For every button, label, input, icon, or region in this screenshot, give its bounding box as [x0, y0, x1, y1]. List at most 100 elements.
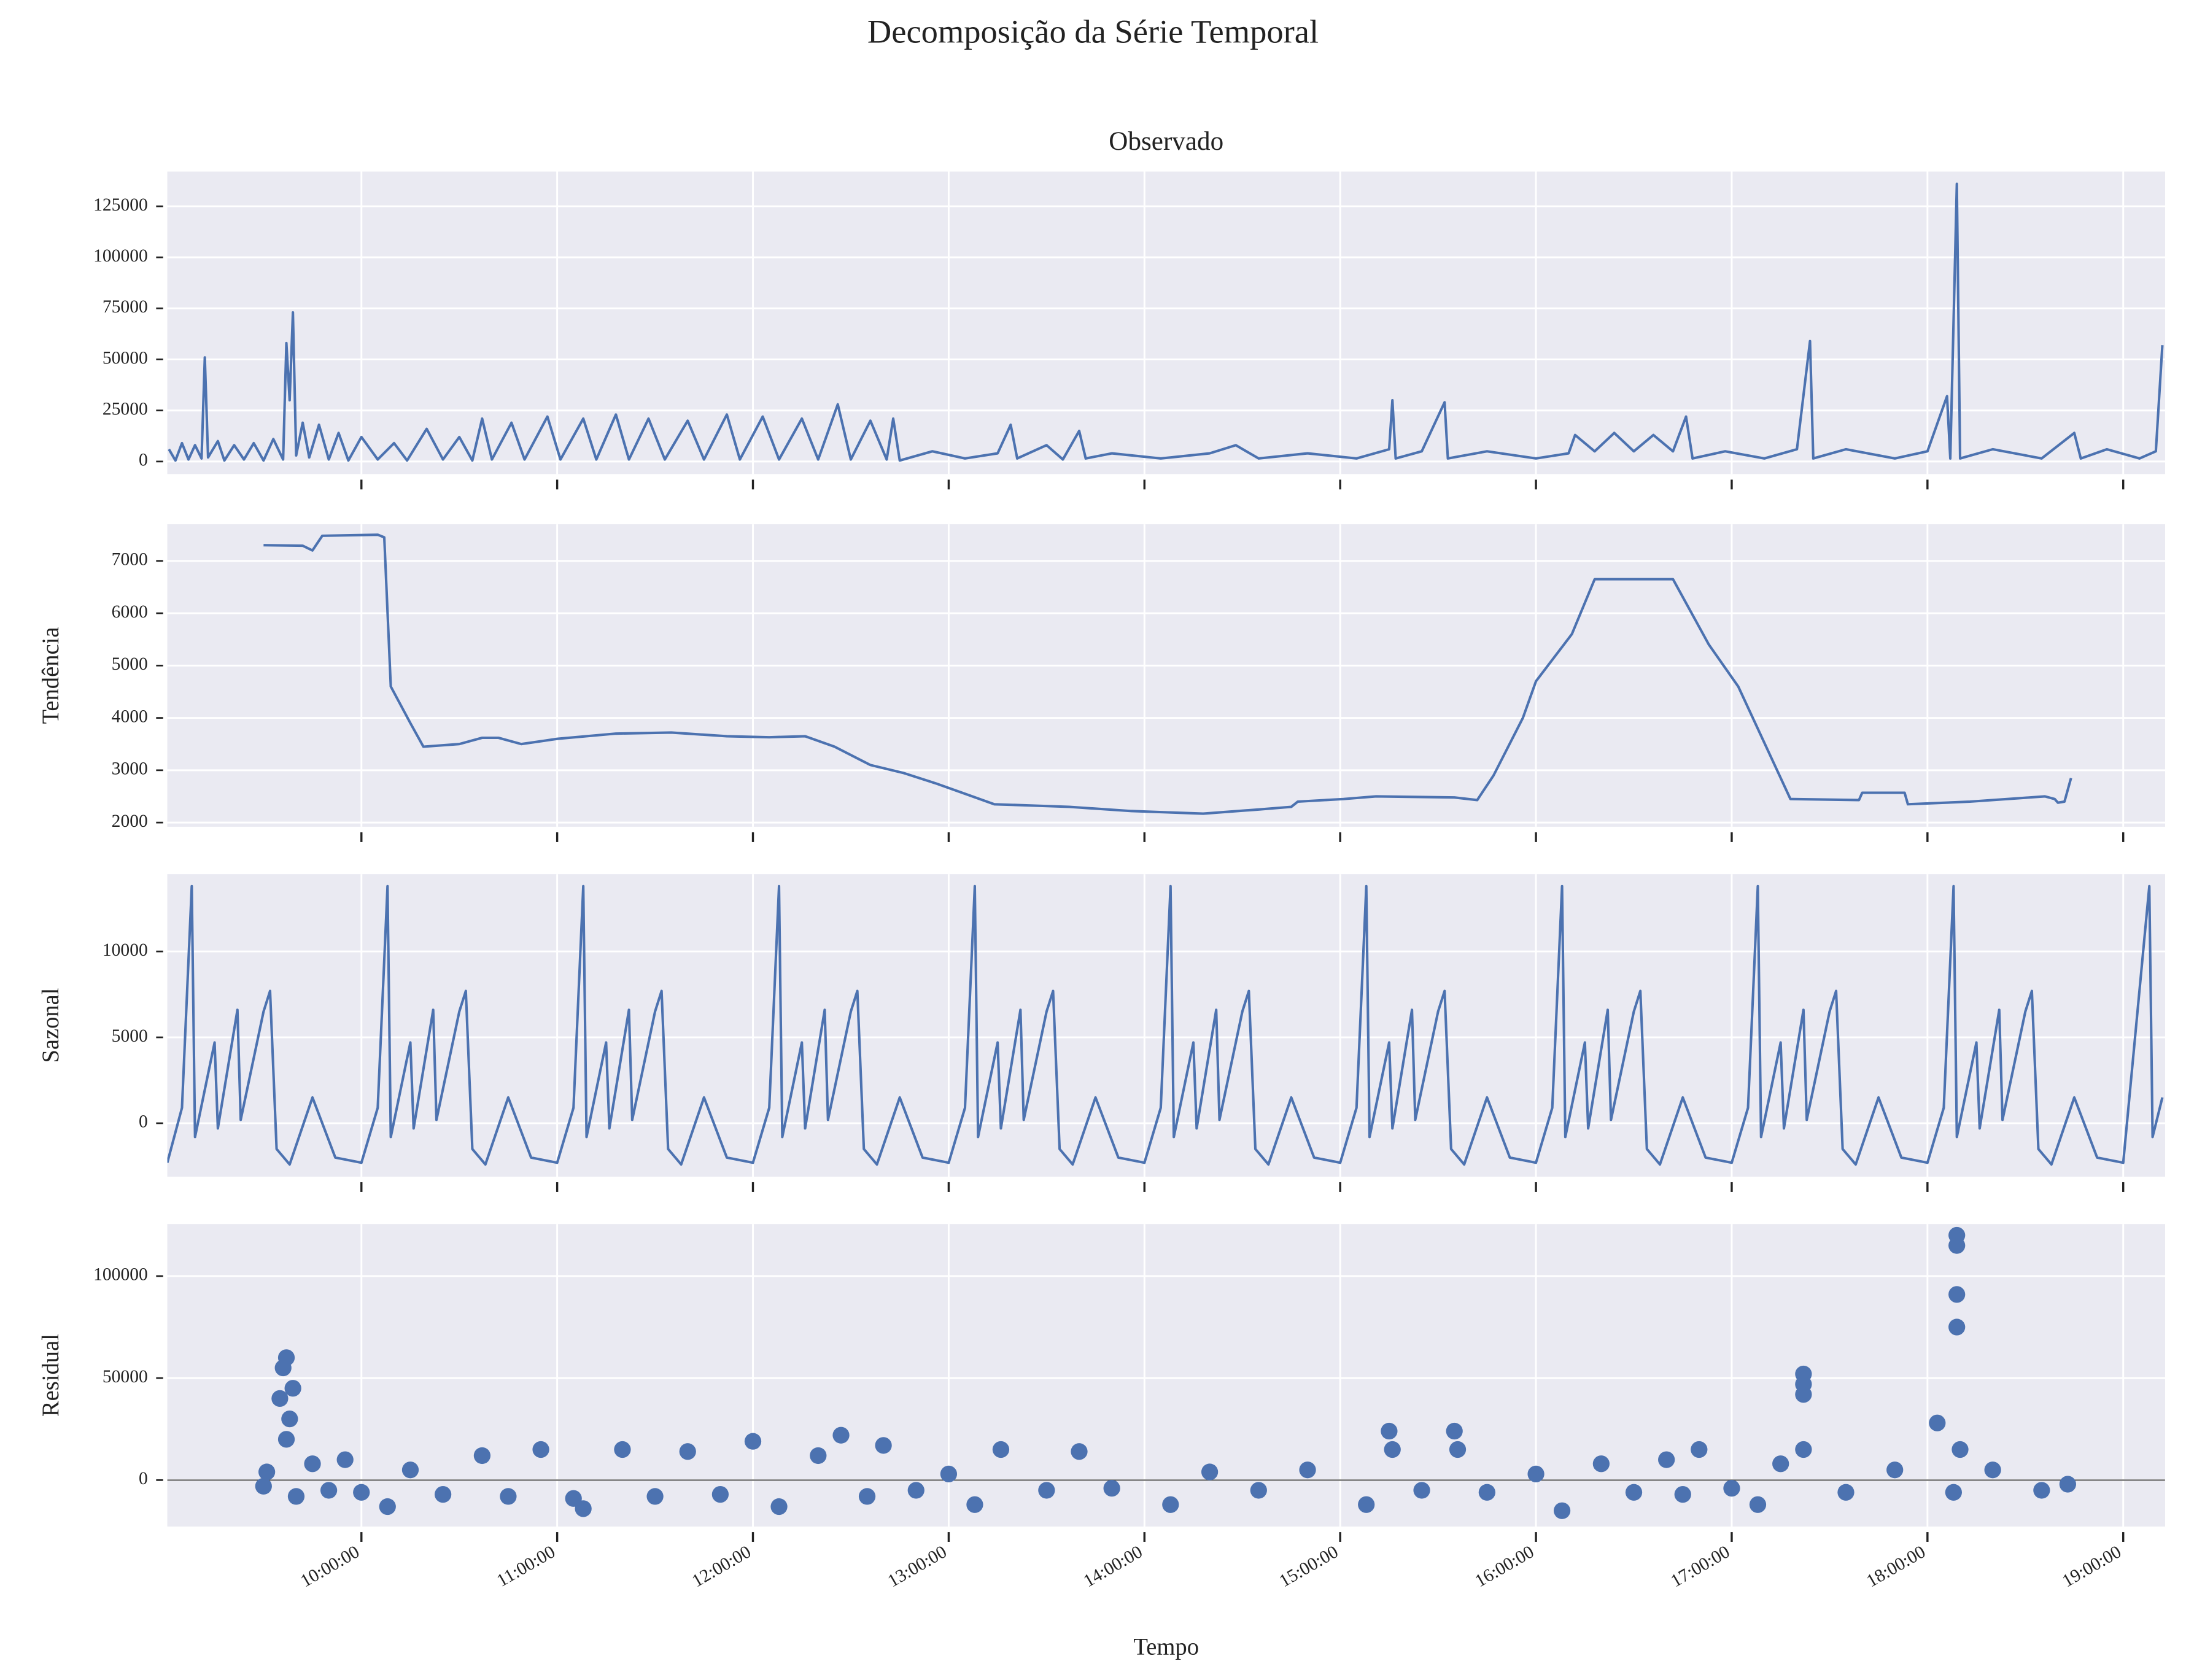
plot-area [167, 1224, 2165, 1527]
scatter-point [575, 1500, 592, 1517]
scatter-point [1948, 1286, 1966, 1303]
scatter-point [1948, 1237, 1966, 1254]
plot-area [167, 171, 2165, 474]
scatter-point [744, 1433, 762, 1450]
scatter-point [1381, 1422, 1398, 1440]
scatter-point [832, 1426, 850, 1444]
scatter-point [1446, 1422, 1463, 1440]
scatter-point [1772, 1455, 1789, 1473]
x-axis-label: Tempo [1133, 1635, 1199, 1660]
scatter-point [277, 1431, 295, 1448]
scatter-point [940, 1465, 958, 1482]
scatter-point [1592, 1455, 1610, 1473]
scatter-point [1358, 1496, 1375, 1513]
scatter-point [646, 1488, 664, 1505]
scatter-point [287, 1488, 305, 1505]
y-tick-label: 5000 [112, 654, 148, 674]
scatter-point [284, 1380, 301, 1397]
scatter-point [1837, 1484, 1855, 1501]
y-tick-label: 25000 [103, 400, 148, 419]
figure-title: Decomposição da Série Temporal [867, 12, 1319, 50]
scatter-point [992, 1441, 1010, 1458]
y-axis-label: Sazonal [38, 988, 64, 1063]
y-tick-label: 2000 [112, 811, 148, 831]
scatter-point [1948, 1318, 1966, 1336]
scatter-point [1795, 1386, 1812, 1403]
plot-marks [168, 182, 2164, 462]
subplot: 2000 3000 4000 5000 6000 7000 Tendência [38, 524, 2165, 842]
y-tick-label: 100000 [93, 246, 148, 266]
scatter-point [1625, 1484, 1643, 1501]
scatter-point [1749, 1496, 1767, 1513]
scatter-point [711, 1485, 729, 1503]
scatter-point [1886, 1461, 1904, 1479]
scatter-point [1384, 1441, 1401, 1458]
scatter-point [966, 1496, 983, 1513]
scatter-point [907, 1482, 924, 1499]
scatter-point [1674, 1485, 1691, 1503]
y-tick-label: 0 [139, 1112, 148, 1132]
scatter-point [1984, 1461, 2001, 1479]
scatter-point [1162, 1496, 1179, 1513]
scatter-point [1795, 1441, 1812, 1458]
scatter-point [353, 1484, 370, 1501]
scatter-point [1929, 1414, 1946, 1431]
scatter-point [679, 1443, 696, 1460]
scatter-point [1071, 1443, 1088, 1460]
subplot-title: Observado [1109, 127, 1223, 156]
y-tick-label: 3000 [112, 759, 148, 779]
series-line [263, 533, 2072, 815]
scatter-point [277, 1349, 295, 1366]
y-tick-label: 50000 [103, 1367, 148, 1387]
y-tick-label: 7000 [112, 550, 148, 570]
scatter-point [304, 1455, 321, 1473]
scatter-point [271, 1390, 289, 1407]
y-axis-label: Residual [38, 1334, 64, 1417]
plot-marks [167, 885, 2164, 1166]
scatter-point [473, 1447, 491, 1465]
scatter-point [281, 1410, 298, 1428]
scatter-point [614, 1441, 631, 1458]
scatter-point [1723, 1480, 1740, 1497]
scatter-point [1250, 1482, 1267, 1499]
scatter-point [336, 1451, 354, 1468]
scatter-point [532, 1441, 549, 1458]
y-tick-label: 5000 [112, 1026, 148, 1046]
y-tick-label: 4000 [112, 706, 148, 726]
scatter-point [1658, 1451, 1675, 1468]
scatter-point [2033, 1482, 2050, 1499]
plot-area [167, 524, 2165, 827]
scatter-point [858, 1488, 876, 1505]
scatter-point [320, 1482, 338, 1499]
plot-marks [263, 533, 2072, 815]
subplot: 0 5000 10000 Sazonal [38, 874, 2165, 1192]
scatter-point [1201, 1463, 1219, 1481]
y-tick-label: 0 [139, 451, 148, 470]
subplot: 0 25000 50000 75000 100000 125000 Observado [93, 127, 2165, 490]
scatter-point [810, 1447, 827, 1465]
scatter-point [1478, 1484, 1495, 1501]
plot-area [167, 874, 2165, 1177]
scatter-point [1945, 1484, 1962, 1501]
scatter-point [379, 1498, 396, 1515]
y-tick-label: 10000 [103, 940, 148, 960]
scatter-point [1038, 1482, 1055, 1499]
series-line [167, 885, 2164, 1166]
scatter-point [258, 1463, 276, 1481]
scatter-point [1413, 1482, 1430, 1499]
scatter-point [1553, 1502, 1571, 1519]
scatter-point [1691, 1441, 1708, 1458]
scatter-point [1527, 1465, 1545, 1482]
scatter-point [770, 1498, 788, 1515]
y-tick-label: 50000 [103, 348, 148, 368]
y-tick-label: 75000 [103, 297, 148, 317]
y-tick-label: 6000 [112, 602, 148, 622]
scatter-point [1449, 1441, 1467, 1458]
scatter-point [500, 1488, 517, 1505]
y-tick-label: 125000 [93, 195, 148, 215]
y-tick-label: 0 [139, 1469, 148, 1488]
plot-marks [167, 1226, 2165, 1519]
scatter-point [401, 1461, 419, 1479]
scatter-point [1299, 1461, 1316, 1479]
